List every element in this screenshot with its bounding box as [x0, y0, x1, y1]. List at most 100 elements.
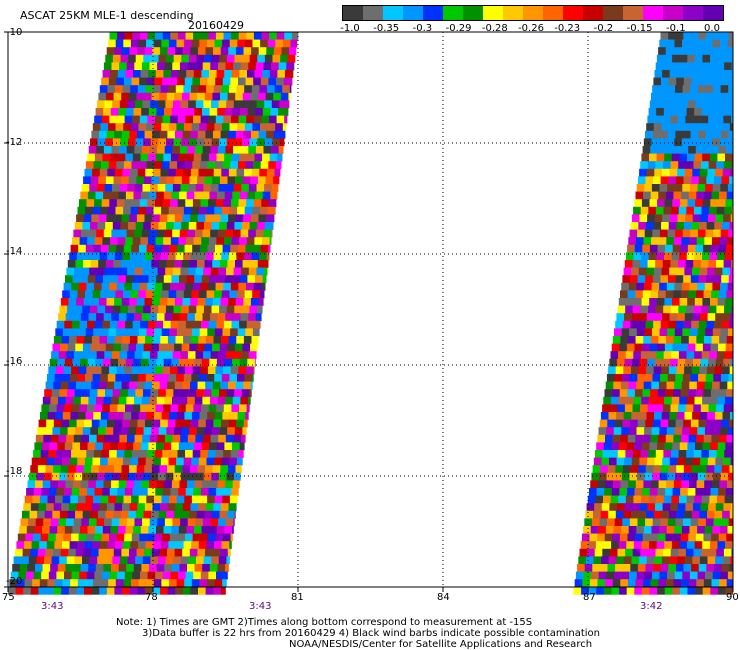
- data-cell: [639, 214, 648, 223]
- data-cell: [722, 556, 731, 565]
- data-cell: [606, 427, 614, 436]
- data-cell: [183, 457, 192, 466]
- data-cell: [195, 62, 203, 71]
- data-cell: [178, 153, 187, 162]
- data-cell: [56, 571, 65, 580]
- data-cell: [239, 442, 245, 451]
- data-cell: [249, 305, 258, 314]
- data-cell: [625, 305, 634, 314]
- data-cell: [702, 153, 711, 162]
- data-cell: [215, 366, 224, 375]
- data-cell: [198, 336, 207, 344]
- data-cell: [73, 229, 82, 238]
- data-cell: [216, 320, 225, 329]
- data-cell: [594, 503, 603, 512]
- data-cell: [138, 579, 147, 588]
- data-cell: [107, 457, 116, 466]
- data-cell: [666, 480, 675, 489]
- data-cell: [715, 168, 723, 177]
- data-cell: [617, 305, 626, 314]
- data-cell: [77, 495, 86, 504]
- data-cell: [84, 503, 92, 512]
- data-cell: [218, 434, 227, 443]
- data-cell: [651, 184, 660, 192]
- data-cell: [580, 541, 589, 550]
- data-cell: [718, 244, 727, 253]
- data-cell: [56, 488, 65, 496]
- data-cell: [680, 488, 689, 496]
- data-cell: [167, 214, 176, 223]
- data-cell: [148, 442, 157, 451]
- data-cell: [604, 488, 613, 496]
- data-cell: [227, 510, 235, 519]
- data-cell: [91, 336, 100, 344]
- data-cell: [659, 472, 668, 481]
- data-cell: [658, 191, 667, 200]
- data-cell: [175, 252, 184, 261]
- data-cell: [49, 526, 58, 534]
- data-cell: [686, 351, 695, 360]
- data-cell: [104, 184, 113, 192]
- data-cell: [728, 32, 734, 40]
- data-cell: [230, 533, 233, 542]
- data-cell: [681, 526, 690, 534]
- data-cell: [588, 541, 597, 550]
- data-cell: [649, 343, 658, 352]
- data-cell: [208, 199, 216, 208]
- data-cell: [235, 92, 244, 101]
- data-cell: [676, 267, 685, 276]
- data-cell: [269, 70, 278, 78]
- data-cell: [665, 533, 674, 542]
- data-cell: [702, 343, 711, 352]
- data-cell: [635, 237, 644, 246]
- data-cell: [650, 146, 659, 154]
- data-cell: [594, 548, 603, 557]
- data-cell: [673, 480, 682, 489]
- data-cell: [133, 480, 142, 489]
- data-cell: [224, 275, 233, 284]
- data-cell: [179, 396, 188, 405]
- data-cell: [645, 130, 653, 139]
- data-cell: [164, 62, 173, 71]
- data-cell: [187, 396, 196, 405]
- data-cell: [255, 191, 263, 200]
- data-cell: [685, 548, 694, 557]
- data-cell: [180, 184, 189, 192]
- colorbar-swatch: [543, 6, 563, 20]
- data-cell: [177, 450, 186, 458]
- data-cell: [107, 252, 116, 261]
- data-cell: [59, 556, 68, 565]
- data-cell: [101, 244, 109, 253]
- data-cell: [687, 153, 695, 162]
- data-cell: [188, 267, 196, 276]
- data-cell: [657, 146, 666, 154]
- data-cell: [678, 62, 687, 71]
- data-cell: [190, 419, 199, 428]
- data-cell: [120, 389, 129, 398]
- data-cell: [656, 54, 665, 63]
- data-cell: [150, 267, 158, 276]
- data-cell: [604, 533, 613, 542]
- data-cell: [114, 586, 123, 595]
- data-cell: [225, 480, 233, 489]
- data-cell: [673, 579, 682, 588]
- data-cell: [697, 427, 706, 436]
- data-cell: [240, 229, 249, 238]
- data-cell: [215, 161, 223, 170]
- data-cell: [615, 366, 624, 375]
- data-cell: [640, 351, 649, 360]
- data-cell: [193, 404, 202, 413]
- data-cell: [712, 282, 721, 291]
- data-cell: [216, 488, 224, 496]
- data-cell: [671, 108, 680, 116]
- data-cell: [168, 39, 177, 48]
- data-cell: [220, 548, 229, 557]
- data-cell: [587, 548, 595, 557]
- data-cell: [579, 548, 588, 557]
- data-cell: [136, 92, 145, 101]
- data-cell: [686, 396, 695, 405]
- data-cell: [150, 389, 159, 398]
- data-cell: [49, 358, 58, 367]
- colorbar-swatch: [603, 6, 623, 20]
- data-cell: [641, 153, 650, 162]
